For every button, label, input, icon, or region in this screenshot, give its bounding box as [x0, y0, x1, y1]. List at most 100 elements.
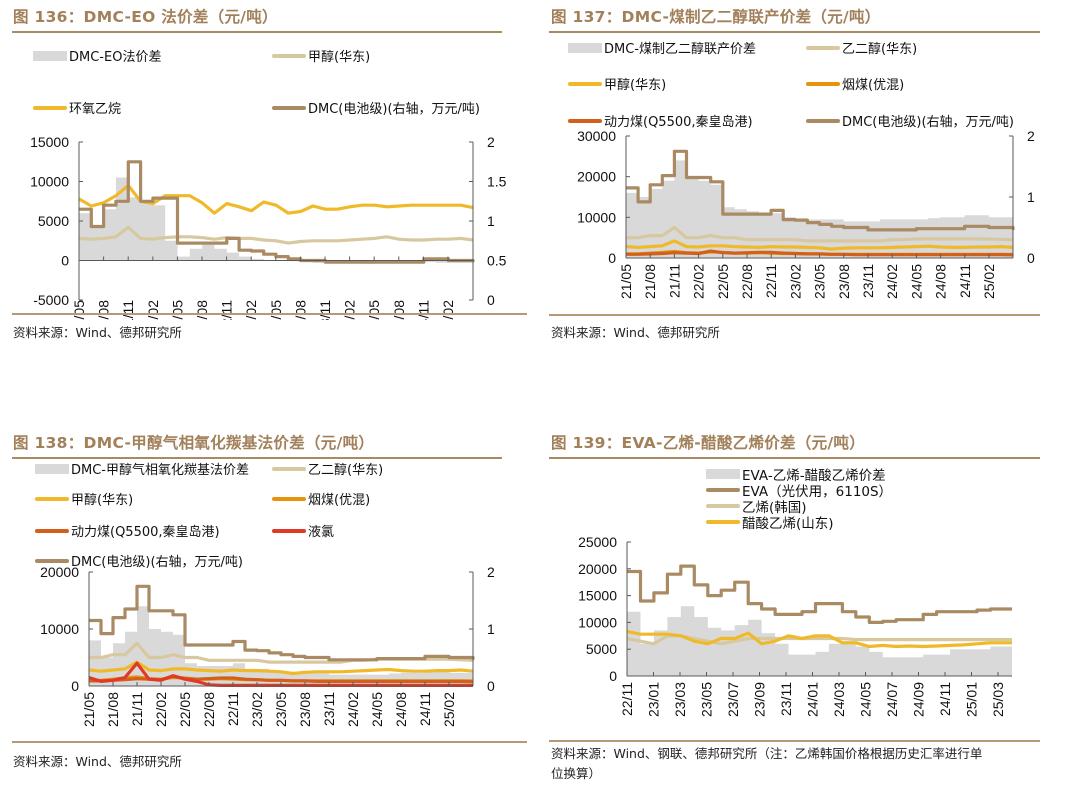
legend-item: 甲醇(华东) — [35, 489, 133, 508]
legend-item: 液氯 — [272, 521, 334, 540]
legend-label: DMC(电池级)(右轴，万元/吨) — [71, 555, 243, 570]
x-tick-label: 22/02 — [691, 264, 707, 299]
legend-line-swatch-icon — [35, 496, 69, 501]
figure-137-title-rule — [549, 31, 1040, 33]
legend-item: 环氧乙烷 — [33, 98, 121, 117]
legend-label: 甲醇(华东) — [71, 493, 134, 508]
y-tick-label: 15000 — [578, 588, 617, 604]
x-tick-label: 22/11 — [225, 692, 241, 726]
figure-137-bottom-rule — [549, 314, 1040, 316]
x-tick-label: 22/08 — [194, 300, 210, 320]
x-tick-label: 23/02 — [243, 300, 259, 320]
legend-line-swatch-icon — [806, 81, 840, 86]
x-tick-label: 24/05 — [908, 264, 924, 299]
y2-tick-label: 0 — [1027, 250, 1035, 266]
legend-label: EVA（光伏用，6110S） — [742, 484, 893, 500]
x-tick-label: 23/05 — [268, 300, 284, 320]
legend-item: DMC-煤制乙二醇联产价差 — [568, 38, 756, 57]
x-tick-label: 24/02 — [884, 264, 900, 299]
legend-item: EVA（光伏用，6110S） — [706, 480, 892, 500]
x-tick-label: 23/02 — [249, 692, 265, 727]
y-tick-label: 10000 — [578, 614, 617, 630]
figure-139-title: 图 139：EVA-乙烯-醋酸乙烯价差（元/吨） — [551, 434, 866, 452]
x-tick-label: 23/11 — [321, 692, 337, 726]
series-area-0 — [79, 177, 473, 264]
legend-item: 乙二醇(华东) — [806, 38, 917, 57]
legend-item: 乙烯(韩国) — [706, 496, 807, 516]
legend-label: 甲醇(华东) — [604, 78, 667, 93]
figure-137-title: 图 137：DMC-煤制乙二醇联产价差（元/吨） — [551, 8, 881, 26]
y2-tick-label: 2 — [1027, 128, 1035, 144]
x-tick-label: 22/08 — [739, 264, 755, 299]
x-tick-label: 24/11 — [957, 264, 973, 298]
x-tick-label: 24/01 — [805, 682, 821, 717]
y-tick-label: 10000 — [30, 174, 69, 190]
figure-138-chart: 0 10000 20000 0 1 2 21/05 21/08 21/11 22/02 22/05 2… — [40, 564, 495, 727]
x-tick-label: 23/05 — [273, 692, 289, 727]
y2-tick-label: 1 — [487, 621, 495, 637]
legend-line-swatch-icon — [568, 81, 602, 86]
y-tick-label: 10000 — [577, 209, 616, 225]
x-tick-label: 21/05 — [81, 692, 97, 727]
legend-label: 烟煤(优混) — [842, 78, 905, 93]
series-area-0 — [626, 160, 1013, 258]
x-tick-label: 23/01 — [646, 682, 662, 717]
figure-138-title: 图 138：DMC-甲醇气相氧化羰基法价差（元/吨） — [13, 434, 375, 452]
legend-label: 乙烯(韩国) — [742, 500, 807, 516]
x-tick-label: 24/11 — [417, 692, 433, 726]
legend-label: DMC-甲醇气相氧化羰基法价差 — [71, 463, 249, 478]
y2-tick-label: 0.5 — [487, 253, 507, 269]
legend-label: 动力煤(Q5500,秦皇岛港) — [604, 115, 753, 130]
legend-line-swatch-icon — [806, 45, 840, 50]
y2-tick-label: 2 — [487, 134, 495, 150]
figure-136-chart: -5000 0 5000 10000 15000 0 0.5 1 1.5 2 21/05 21/08 2… — [30, 134, 507, 320]
y-tick-label: 5000 — [586, 641, 617, 657]
x-tick-label: 23/08 — [292, 300, 308, 320]
legend-item: 甲醇(华东) — [568, 74, 666, 93]
x-tick-label: 23/02 — [787, 264, 803, 299]
y2-tick-label: 1 — [487, 213, 495, 229]
x-tick-label: 24/03 — [831, 682, 847, 717]
figure-136-source: 资料来源：Wind、德邦研究所 — [13, 325, 182, 340]
x-tick-label: 22/11 — [219, 300, 235, 320]
legend-item: EVA-乙烯-醋酸乙烯价差 — [706, 464, 886, 484]
y2-tick-label: 0 — [487, 678, 495, 694]
legend-line-swatch-icon — [272, 53, 306, 58]
series-line-1 — [626, 225, 1014, 243]
x-tick-label: 23/08 — [836, 264, 852, 299]
legend-item: 动力煤(Q5500,秦皇岛港) — [35, 521, 220, 540]
x-tick-label: 23/07 — [725, 682, 741, 717]
x-tick-label: 23/11 — [860, 264, 876, 298]
x-tick-label: 22/02 — [153, 692, 169, 727]
legend-label: 环氧乙烷 — [69, 102, 122, 117]
x-tick-label: 21/08 — [96, 300, 112, 320]
legend-line-swatch-icon — [272, 528, 306, 533]
legend-line-swatch-icon — [568, 118, 602, 123]
legend-line-swatch-icon — [272, 105, 306, 110]
x-tick-label: 22/05 — [177, 692, 193, 727]
legend-item: 甲醇(华东) — [272, 46, 370, 65]
x-tick-label: 23/03 — [672, 682, 688, 717]
x-tick-label: 24/11 — [415, 300, 431, 320]
x-tick-label: 24/02 — [345, 692, 361, 727]
x-tick-label: 21/08 — [105, 692, 121, 727]
x-tick-label: 23/11 — [317, 300, 333, 320]
y-tick-label: 15000 — [30, 134, 69, 150]
x-tick-label: 25/01 — [964, 682, 980, 717]
legend-item: 动力煤(Q5500,秦皇岛港) — [568, 111, 753, 130]
y-tick-label: 20000 — [578, 561, 617, 577]
legend-label: 烟煤(优混) — [308, 493, 371, 508]
legend-item: 烟煤(优混) — [272, 489, 370, 508]
x-tick-label: 21/08 — [642, 264, 658, 299]
legend-label: DMC(电池级)(右轴，万元/吨) — [308, 102, 480, 117]
series-line-2 — [626, 634, 1012, 646]
legend-area-swatch-icon — [33, 50, 67, 61]
x-tick-label: 22/08 — [201, 692, 217, 727]
y-tick-label: 0 — [71, 678, 79, 694]
legend-area-swatch-icon — [35, 463, 69, 474]
figure-139-bottom-rule — [549, 740, 1040, 742]
x-tick-label: 24/05 — [858, 682, 874, 717]
x-tick-label: 25/02 — [440, 300, 456, 320]
x-tick-label: 23/05 — [699, 682, 715, 717]
legend-item: DMC-EO法价差 — [33, 46, 161, 65]
